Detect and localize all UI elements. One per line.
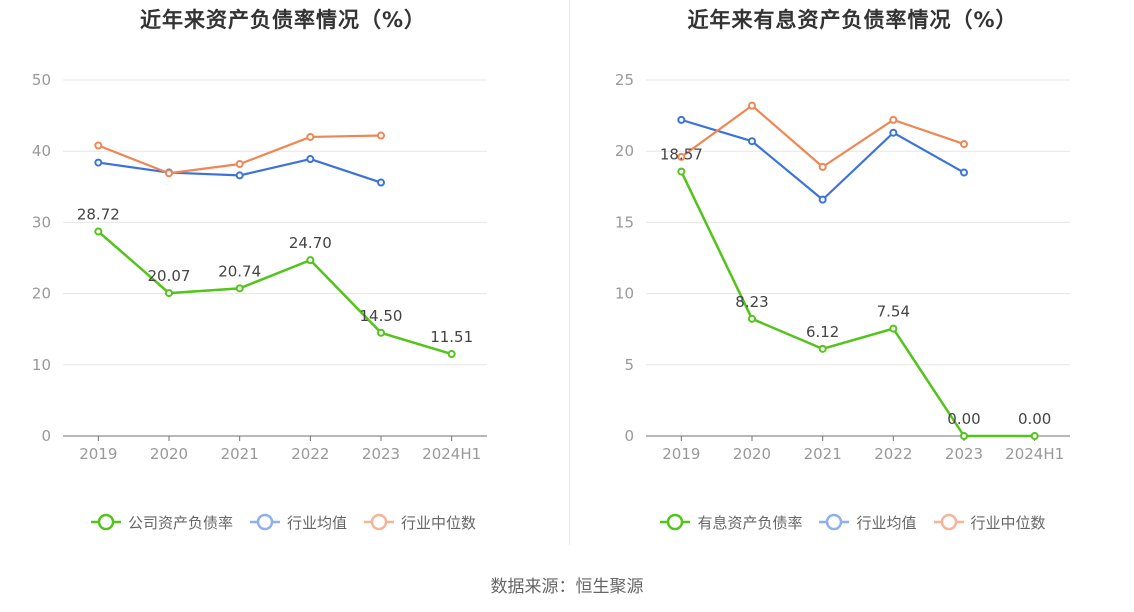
data-point[interactable]	[748, 137, 756, 146]
y-tick-label: 10	[32, 356, 51, 374]
data-point[interactable]	[235, 160, 244, 169]
data-point[interactable]	[377, 328, 385, 337]
data-label: 8.23	[735, 293, 768, 311]
line-chart-plot: 0 10 20 30 40 50 2019 2020 2021 2022 2023 2024H1 28.…	[32, 71, 487, 463]
x-tick-label: 2023	[945, 445, 983, 463]
legend-label: 行业均值	[856, 513, 917, 532]
data-point[interactable]	[94, 141, 103, 150]
legend-label: 行业均值	[286, 513, 347, 532]
data-point[interactable]	[677, 167, 686, 176]
data-label: 14.50	[360, 307, 403, 325]
legend-label: 行业中位数	[401, 513, 477, 532]
x-tick-label: 2020	[150, 445, 188, 463]
data-label: 20.07	[148, 267, 191, 285]
data-point[interactable]	[818, 344, 827, 353]
chart-legend: 公司资产负债率 行业均值 行业中位数	[0, 510, 566, 534]
y-tick-label: 40	[32, 142, 51, 160]
legend-line-marker-icon	[249, 513, 280, 531]
legend-label: 公司资产负债率	[127, 513, 233, 532]
y-tick-label: 5	[624, 356, 634, 374]
panel-divider	[569, 0, 570, 545]
legend-item[interactable]: 公司资产负债率	[90, 510, 233, 534]
chart-legend: 有息资产负债率 行业均值 行业中位数	[571, 510, 1134, 534]
series-line	[97, 230, 453, 356]
y-tick-label: 50	[32, 71, 51, 89]
y-tick-label: 0	[41, 427, 51, 445]
data-label: 18.57	[660, 146, 703, 164]
data-point[interactable]	[165, 289, 173, 298]
legend-line-marker-icon	[819, 513, 850, 531]
data-point[interactable]	[1030, 432, 1039, 440]
data-point[interactable]	[818, 195, 827, 204]
data-point[interactable]	[165, 169, 173, 178]
chart-title: 近年来资产负债率情况（%）	[139, 8, 427, 32]
data-point[interactable]	[235, 284, 244, 293]
data-point[interactable]	[818, 162, 827, 171]
data-label: 11.51	[430, 328, 473, 346]
legend-item[interactable]: 行业中位数	[363, 510, 476, 534]
data-point[interactable]	[306, 132, 315, 141]
legend-item[interactable]: 行业均值	[249, 510, 347, 534]
data-label: 0.00	[1018, 410, 1051, 428]
x-tick-label: 2021	[804, 445, 842, 463]
data-point[interactable]	[677, 115, 686, 124]
data-point[interactable]	[889, 128, 898, 137]
data-point[interactable]	[377, 178, 385, 187]
x-tick-label: 2022	[874, 445, 912, 463]
data-label: 28.72	[77, 206, 120, 224]
y-tick-label: 20	[615, 142, 634, 160]
data-source-note: 数据来源：恒生聚源	[490, 577, 644, 597]
data-label: 6.12	[806, 323, 839, 341]
y-tick-label: 10	[615, 285, 634, 303]
x-tick-label: 2023	[362, 445, 400, 463]
x-tick-label: 2020	[733, 445, 771, 463]
data-point[interactable]	[306, 155, 315, 164]
series-line	[681, 118, 965, 201]
line-chart-plot: 0 5 10 15 20 25 2019 2020 2021 2022 2023 2024H1 18.5…	[615, 71, 1070, 463]
data-label: 0.00	[947, 410, 980, 428]
data-point[interactable]	[377, 131, 385, 140]
y-tick-label: 25	[615, 71, 634, 89]
chart-panel-right: 近年来有息资产负债率情况（%） 0 5 10 15 20 25 2019 2020 2021 20…	[571, 0, 1134, 545]
data-point[interactable]	[960, 432, 968, 440]
data-point[interactable]	[235, 171, 244, 180]
data-point[interactable]	[889, 324, 898, 333]
x-tick-label: 2019	[662, 445, 700, 463]
x-tick-label: 2019	[79, 445, 117, 463]
chart-panel-left: 近年来资产负债率情况（%） 0 10 20 30 40 50 2019 2020 2021 202…	[0, 0, 566, 545]
data-point[interactable]	[94, 227, 103, 236]
data-label: 7.54	[877, 303, 910, 321]
series-line	[680, 171, 1035, 438]
data-point[interactable]	[748, 101, 756, 110]
y-tick-label: 0	[624, 427, 634, 445]
legend-label: 有息资产负债率	[697, 513, 803, 532]
x-tick-label: 2024H1	[422, 445, 481, 463]
x-tick-label: 2021	[221, 445, 259, 463]
y-tick-label: 20	[32, 285, 51, 303]
legend-line-marker-icon	[933, 513, 964, 531]
legend-label: 行业中位数	[970, 513, 1046, 532]
legend-item[interactable]: 行业均值	[818, 510, 917, 534]
chart-title: 近年来有息资产负债率情况（%）	[687, 8, 1018, 32]
y-tick-label: 30	[32, 213, 51, 231]
x-tick-label: 2024H1	[1005, 445, 1064, 463]
data-point[interactable]	[94, 158, 103, 167]
data-label: 24.70	[289, 234, 332, 252]
x-tick-label: 2022	[291, 445, 329, 463]
data-point[interactable]	[748, 314, 756, 323]
y-tick-label: 15	[615, 213, 634, 231]
legend-line-marker-icon	[660, 513, 691, 531]
data-point[interactable]	[960, 168, 968, 177]
data-point[interactable]	[447, 350, 456, 359]
data-point[interactable]	[960, 140, 968, 149]
data-point[interactable]	[306, 256, 315, 265]
data-label: 20.74	[218, 262, 261, 280]
legend-item[interactable]: 行业中位数	[933, 510, 1046, 534]
legend-line-marker-icon	[90, 513, 121, 531]
data-point[interactable]	[677, 152, 686, 161]
legend-line-marker-icon	[364, 513, 394, 531]
data-point[interactable]	[889, 115, 898, 124]
legend-item[interactable]: 有息资产负债率	[659, 510, 802, 534]
series-line	[680, 104, 965, 168]
